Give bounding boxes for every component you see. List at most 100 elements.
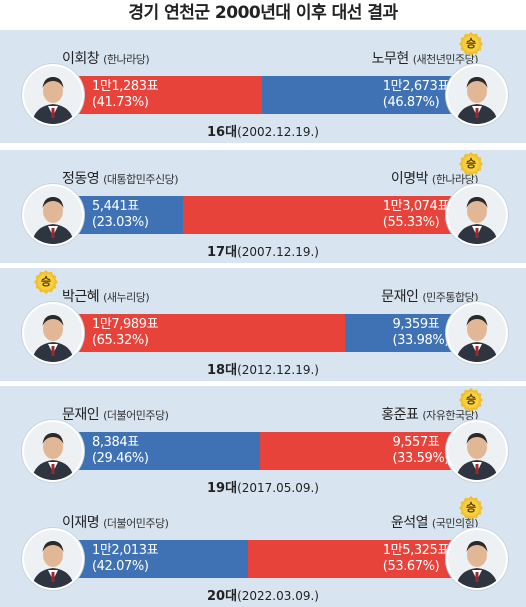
left-vote-count: 1만2,013표 <box>92 543 159 558</box>
right-candidate-name: 이명박 (한나라당) <box>390 168 479 188</box>
left-candidate-name: 문재인 (더불어민주당) <box>62 404 169 424</box>
left-candidate-name: 박근혜 (새누리당) <box>62 286 150 306</box>
candidate-party: (민주통합당) <box>422 291 478 304</box>
winner-badge-label: 승 <box>465 501 477 514</box>
result-bar: 8,384표 (29.46%) 9,557표 (33.59%) <box>52 432 497 470</box>
left-candidate-name: 이회창 (한나라당) <box>62 48 150 68</box>
election-panel: 8,384표 (29.46%) 9,557표 (33.59%) 문재인 (더불어민주당)… <box>0 386 526 499</box>
left-bar-segment <box>52 432 260 470</box>
result-bar: 5,441표 (23.03%) 1만3,074표 (55.33%) <box>52 196 497 234</box>
right-vote-percent: (55.33%) <box>382 215 440 230</box>
left-vote-percent: (23.03%) <box>92 215 149 230</box>
right-vote-label: 9,557표 (33.59%) <box>392 435 449 467</box>
election-number: 18대 <box>207 363 238 378</box>
election-panel: 5,441표 (23.03%) 1만3,074표 (55.33%) 정동영 (대통합민주… <box>0 150 526 263</box>
right-candidate-photo <box>446 64 508 126</box>
right-vote-count: 9,359표 <box>392 317 440 332</box>
candidate-party: (새누리당) <box>103 291 150 304</box>
right-candidate-photo <box>446 184 508 246</box>
right-candidate-photo <box>446 528 508 590</box>
left-candidate-photo <box>22 420 84 482</box>
left-vote-percent: (42.07%) <box>92 559 149 574</box>
right-vote-percent: (46.87%) <box>382 95 440 110</box>
election-round: 20대(2022.03.09.) <box>0 585 526 604</box>
election-date: (2007.12.19.) <box>237 245 319 259</box>
right-candidate-name: 홍준표 (자유한국당) <box>381 404 478 424</box>
election-round: 16대(2002.12.19.) <box>0 121 526 140</box>
election-date: (2017.05.09.) <box>237 481 319 495</box>
result-bar: 1만1,283표 (41.73%) 1만2,673표 (46.87%) <box>52 76 497 114</box>
right-vote-percent: (53.67%) <box>382 559 440 574</box>
left-vote-percent: (65.32%) <box>92 333 149 348</box>
left-vote-percent: (29.46%) <box>92 451 149 466</box>
election-number: 17대 <box>207 245 238 260</box>
election-number: 20대 <box>207 589 238 604</box>
right-vote-count: 1만5,325표 <box>382 543 450 558</box>
election-number: 16대 <box>207 125 238 140</box>
left-vote-label: 8,384표 (29.46%) <box>92 435 149 467</box>
result-bar: 1만7,989표 (65.32%) 9,359표 (33.98%) <box>52 314 497 352</box>
candidate-name: 이회창 <box>62 51 100 67</box>
election-round: 17대(2007.12.19.) <box>0 241 526 260</box>
left-candidate-photo <box>22 302 84 364</box>
candidate-name: 정동영 <box>62 171 100 187</box>
winner-badge-icon: 승 <box>34 270 58 294</box>
right-vote-percent: (33.98%) <box>392 333 449 348</box>
right-candidate-name: 윤석열 (국민의힘) <box>390 512 479 532</box>
winner-badge-label: 승 <box>465 393 477 406</box>
left-vote-label: 5,441표 (23.03%) <box>92 199 149 231</box>
winner-badge-label: 승 <box>465 157 477 170</box>
winner-badge-label: 승 <box>465 37 477 50</box>
election-date: (2022.03.09.) <box>237 589 319 603</box>
result-bar: 1만2,013표 (42.07%) 1만5,325표 (53.67%) <box>52 540 497 578</box>
candidate-name: 윤석열 <box>390 515 429 531</box>
left-candidate-name: 이재명 (더불어민주당) <box>62 512 169 532</box>
right-vote-count: 9,557표 <box>392 435 440 450</box>
left-vote-label: 1만2,013표 (42.07%) <box>92 543 159 575</box>
election-panel: 1만2,013표 (42.07%) 1만5,325표 (53.67%) 이재명 (더불어… <box>0 494 526 607</box>
left-vote-count: 1만1,283표 <box>92 79 159 94</box>
right-vote-count: 1만3,074표 <box>382 199 450 214</box>
candidate-party: (한나라당) <box>103 53 150 66</box>
left-bar-segment <box>52 314 345 352</box>
candidate-party: (새천년민주당) <box>412 53 479 66</box>
candidate-name: 문재인 <box>62 407 100 423</box>
right-candidate-photo <box>446 302 508 364</box>
left-vote-count: 5,441표 <box>92 199 139 214</box>
candidate-name: 문재인 <box>381 289 419 305</box>
winner-badge-icon: 승 <box>459 32 483 56</box>
right-candidate-name: 문재인 (민주통합당) <box>381 286 478 306</box>
left-vote-label: 1만1,283표 (41.73%) <box>92 79 159 111</box>
election-number: 19대 <box>207 481 238 496</box>
winner-badge-label: 승 <box>40 275 52 288</box>
election-panel: 1만1,283표 (41.73%) 1만2,673표 (46.87%) 이회창 (한나라… <box>0 30 526 143</box>
election-round: 19대(2017.05.09.) <box>0 477 526 496</box>
right-candidate-photo <box>446 420 508 482</box>
right-vote-percent: (33.59%) <box>392 451 449 466</box>
right-candidate-name: 노무현 (새천년민주당) <box>371 48 479 68</box>
election-date: (2002.12.19.) <box>237 125 319 139</box>
left-candidate-photo <box>22 184 84 246</box>
right-vote-label: 1만3,074표 (55.33%) <box>382 199 450 231</box>
left-bar-segment <box>52 540 248 578</box>
candidate-party: (대통합민주신당) <box>103 173 179 186</box>
left-candidate-photo <box>22 528 84 590</box>
right-bar-segment <box>183 196 497 234</box>
right-vote-count: 1만2,673표 <box>382 79 450 94</box>
candidate-name: 노무현 <box>371 51 410 67</box>
candidate-party: (더불어민주당) <box>103 409 169 422</box>
left-candidate-name: 정동영 (대통합민주신당) <box>62 168 179 188</box>
winner-badge-icon: 승 <box>459 152 483 176</box>
election-date: (2012.12.19.) <box>237 363 319 377</box>
winner-badge-icon: 승 <box>459 496 483 520</box>
right-vote-label: 1만5,325표 (53.67%) <box>382 543 450 575</box>
candidate-name: 홍준표 <box>381 407 419 423</box>
candidate-name: 박근혜 <box>62 289 100 305</box>
election-panel: 1만7,989표 (65.32%) 9,359표 (33.98%) 박근혜 (새누리당)… <box>0 268 526 381</box>
election-round: 18대(2012.12.19.) <box>0 359 526 378</box>
left-vote-label: 1만7,989표 (65.32%) <box>92 317 159 349</box>
left-vote-percent: (41.73%) <box>92 95 149 110</box>
candidate-name: 이재명 <box>62 515 100 531</box>
candidate-name: 이명박 <box>390 171 429 187</box>
left-bar-segment <box>52 76 262 114</box>
